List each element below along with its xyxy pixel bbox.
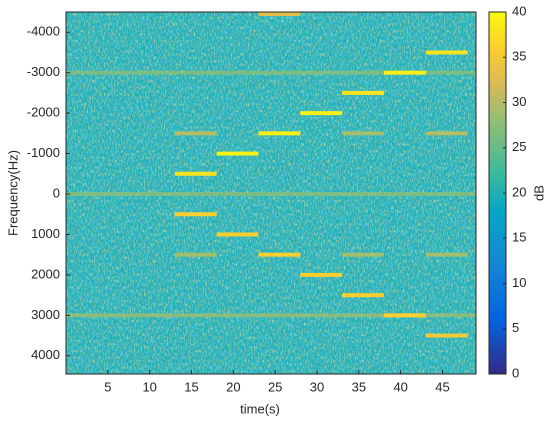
x-tick-label: 30 — [310, 379, 324, 394]
colorbar-tick-label: 15 — [512, 230, 526, 245]
x-tick-label: 5 — [104, 379, 111, 394]
tone-segment — [258, 252, 301, 257]
colorbar-tick-label: 20 — [512, 184, 526, 199]
tone-segment — [342, 90, 384, 95]
tone-segment — [383, 70, 426, 75]
colorbar-tick-label: 40 — [512, 3, 526, 18]
y-tick-label: -1000 — [27, 145, 60, 160]
tone-segment — [66, 192, 476, 197]
tone-segment — [216, 232, 259, 237]
tone-segment — [258, 131, 301, 136]
tone-segment — [174, 212, 217, 217]
colorbar-label: dB — [531, 185, 546, 201]
x-axis-label: time(s) — [240, 401, 280, 416]
x-tick-label: 10 — [142, 379, 156, 394]
y-tick-label: 2000 — [31, 266, 60, 281]
y-tick-label: 3000 — [31, 307, 60, 322]
y-tick-label: 4000 — [31, 347, 60, 362]
colorbar-tick-label: 30 — [512, 94, 526, 109]
tone-segment — [216, 151, 259, 156]
y-axis-label: Frequency(Hz) — [5, 150, 20, 236]
tone-segment — [174, 171, 217, 176]
colorbar-tick-label: 5 — [512, 320, 519, 335]
tone-segment — [300, 111, 343, 116]
x-tick-label: 15 — [184, 379, 198, 394]
y-tick-label: 1000 — [31, 226, 60, 241]
tone-segment — [425, 50, 468, 55]
y-tick-label: 0 — [53, 185, 60, 200]
tone-segment — [66, 70, 476, 75]
colorbar-tick-label: 10 — [512, 275, 526, 290]
y-tick-label: -3000 — [27, 64, 60, 79]
tone-segment — [66, 313, 476, 318]
tone-segment — [425, 252, 468, 257]
plot-frame — [65, 11, 477, 375]
x-tick-label: 45 — [435, 379, 449, 394]
tone-segment — [258, 12, 301, 16]
x-tick-label: 20 — [226, 379, 240, 394]
tone-segment — [342, 293, 384, 298]
x-tick-label: 35 — [352, 379, 366, 394]
tone-segment — [425, 131, 468, 136]
y-tick-label: -4000 — [27, 24, 60, 39]
y-tick-label: -2000 — [27, 105, 60, 120]
tone-segment — [342, 131, 384, 136]
colorbar-tick-label: 25 — [512, 139, 526, 154]
tone-segment — [383, 313, 426, 318]
colorbar-tick-label: 0 — [512, 365, 519, 380]
tone-segment — [174, 252, 217, 257]
tone-segment — [342, 252, 384, 257]
tone-segment — [425, 333, 468, 338]
tone-segment — [300, 272, 343, 277]
colorbar-tick-label: 35 — [512, 49, 526, 64]
x-tick-label: 40 — [393, 379, 407, 394]
tone-segment — [174, 131, 217, 136]
x-tick-label: 25 — [268, 379, 282, 394]
